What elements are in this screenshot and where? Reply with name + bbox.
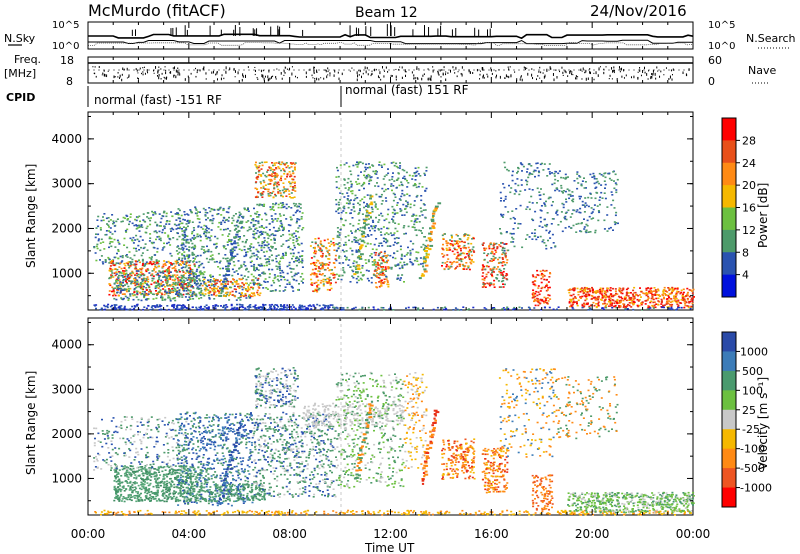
nsearch-tick-bottom: 10^0	[708, 41, 735, 52]
colorbar-tick-label: 100	[742, 384, 763, 397]
station-title: McMurdo (fitACF)	[88, 1, 226, 20]
colorbar-tick-label: -500	[740, 462, 765, 475]
range-tick-label: 2000	[51, 427, 82, 441]
time-axis: 00:00 04:00 08:00 12:00 16:00 20:00 00:00	[71, 22, 711, 541]
power-colorbar: 28 24 20 16 12 8 4 Power [dB]	[721, 117, 770, 298]
cpid-segment-1: normal (fast) -151 RF	[94, 93, 222, 107]
velocity-yaxis: 4000 3000 2000 1000	[51, 321, 693, 502]
nave-tick-top: 60	[708, 54, 722, 67]
nsky-tick-bottom: 10^0	[52, 41, 79, 52]
colorbar-swatch	[722, 162, 736, 186]
nsearch-tick-top: 10^5	[708, 20, 735, 31]
power-colorbar-label: Power [dB]	[756, 183, 770, 248]
colorbar-swatch	[722, 332, 736, 352]
colorbar-tick-label: 25	[742, 404, 756, 417]
power-yaxis: 4000 3000 2000 1000	[51, 115, 693, 297]
range-tick-label: 1000	[51, 266, 82, 280]
colorbar-swatch	[722, 207, 736, 231]
time-tick-label: 04:00	[172, 527, 207, 541]
nsky-label: N.Sky	[4, 32, 36, 45]
colorbar-swatch	[722, 468, 736, 489]
velocity-data	[93, 367, 695, 516]
cpid-row: CPID normal (fast) -151 RF normal (fast)…	[6, 83, 469, 107]
colorbar-swatch	[722, 252, 736, 276]
range-tick-label: 2000	[51, 221, 82, 235]
colorbar-tick-label: 8	[742, 246, 749, 259]
range-tick-label: 3000	[51, 382, 82, 396]
time-tick-label: 08:00	[272, 527, 307, 541]
power-data	[93, 161, 695, 311]
range-tick-label: 1000	[51, 471, 82, 485]
power-panel: 4000 3000 2000 1000 Slant Range [km]	[24, 111, 695, 311]
freq-unit: [MHz]	[4, 67, 36, 80]
beam-title: Beam 12	[355, 5, 418, 21]
colorbar-swatch	[722, 487, 736, 508]
colorbar-swatch	[722, 185, 736, 208]
colorbar-swatch	[722, 390, 736, 411]
time-axis-label: Time UT	[364, 541, 415, 554]
range-tick-label: 4000	[51, 132, 82, 146]
nsky-tick-top: 10^5	[52, 20, 79, 31]
colorbar-swatch	[722, 118, 736, 141]
colorbar-tick-label: 20	[742, 179, 756, 192]
colorbar-swatch	[722, 448, 736, 469]
colorbar-tick-label: -25	[742, 423, 760, 436]
cpid-segment-2: normal (fast) 151 RF	[345, 83, 469, 97]
colorbar-tick-label: 24	[742, 157, 756, 170]
freq-label: Freq.	[14, 53, 41, 66]
time-tick-label: 00:00	[676, 527, 711, 541]
velocity-colorbar-label: Velocity [m s⁻¹]	[756, 377, 770, 470]
nave-label: Nave	[748, 64, 776, 77]
time-tick-label: 00:00	[71, 527, 106, 541]
colorbar-tick-label: -1000	[740, 482, 772, 495]
colorbar-tick-label: 12	[742, 224, 756, 237]
colorbar-swatch	[722, 370, 736, 391]
nsky-panel: N.Sky 10^5 10^0 10^5 10^0 N.Search	[4, 20, 796, 52]
velocity-colorbar: 1000 500 100 25 -25 -100 -500 -1000 Velocity [m…	[721, 331, 772, 508]
time-tick-label: 16:00	[474, 527, 509, 541]
colorbar-tick-label: 16	[742, 202, 756, 215]
colorbar-tick-label: 500	[742, 365, 763, 378]
time-tick-label: 20:00	[575, 527, 610, 541]
freq-tick-bottom: 8	[66, 75, 73, 88]
colorbar-tick-label: 1000	[740, 345, 768, 358]
colorbar-tick-label: 4	[742, 269, 749, 282]
colorbar-swatch	[722, 229, 736, 253]
velocity-ylabel: Slant Range [km]	[24, 371, 38, 475]
nsearch-label: N.Search	[746, 32, 796, 45]
date-title: 24/Nov/2016	[590, 2, 687, 20]
colorbar-tick-label: 28	[742, 134, 756, 147]
colorbar-swatch	[722, 429, 736, 450]
range-tick-label: 3000	[51, 177, 82, 191]
colorbar-tick-label: -100	[740, 443, 765, 456]
power-ylabel: Slant Range [km]	[24, 164, 38, 268]
range-tick-label: 4000	[51, 338, 82, 352]
colorbar-swatch	[722, 274, 736, 298]
colorbar-swatch	[722, 409, 736, 430]
cpid-label: CPID	[6, 91, 35, 104]
nave-tick-bottom: 0	[708, 75, 715, 88]
velocity-panel: 4000 3000 2000 1000 Slant Range [km]	[24, 317, 695, 516]
colorbar-swatch	[722, 140, 736, 164]
freq-tick-top: 18	[60, 54, 74, 67]
time-tick-label: 12:00	[373, 527, 408, 541]
colorbar-swatch	[722, 351, 736, 372]
